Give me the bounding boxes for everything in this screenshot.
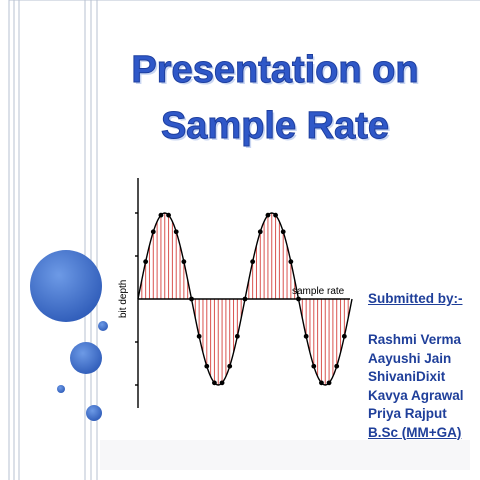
team-member: Kavya Agrawal xyxy=(368,387,464,403)
medium-circle xyxy=(70,342,102,374)
footer-shade xyxy=(100,440,470,470)
edge-circle xyxy=(98,321,108,331)
sample-rate-chart: sample rate bit depth xyxy=(118,178,353,408)
sample-point xyxy=(196,333,202,339)
sample-point xyxy=(311,363,317,369)
sample-point xyxy=(280,229,286,235)
sample-point xyxy=(204,363,210,369)
y-axis-label: bit depth xyxy=(118,280,129,318)
team-member: Priya Rajput xyxy=(368,406,447,421)
sample-point xyxy=(319,380,324,386)
small-circle xyxy=(86,405,102,421)
team-member: ShivaniDixit xyxy=(368,369,446,384)
large-circle xyxy=(30,250,102,322)
sample-point xyxy=(242,296,248,302)
sample-point xyxy=(166,212,171,218)
sample-point xyxy=(296,296,301,302)
submitted-by-heading: Submitted by:- xyxy=(368,291,463,306)
team-member: Rashmi Verma xyxy=(368,332,462,347)
sample-point xyxy=(158,212,164,218)
team-members-list: Rashmi Verma Aayushi Jain ShivaniDixit K… xyxy=(368,331,464,442)
sample-point xyxy=(273,212,278,218)
sample-point xyxy=(150,229,156,235)
sample-point xyxy=(288,259,294,265)
sample-point xyxy=(257,229,263,235)
sample-points xyxy=(143,212,347,386)
x-axis-label: sample rate xyxy=(292,286,345,297)
sample-point xyxy=(250,259,256,265)
sample-point xyxy=(143,259,149,265)
sample-point xyxy=(234,333,240,339)
slide-title-line-2: Sample Rate xyxy=(160,105,390,148)
sample-point xyxy=(219,380,225,386)
sample-point xyxy=(189,296,194,302)
slide-title-line-1: Presentation on xyxy=(131,49,419,92)
sample-point xyxy=(173,229,179,235)
sample-point xyxy=(334,363,340,369)
tiny-circle xyxy=(57,385,65,393)
sample-point xyxy=(181,259,187,265)
team-member: Aayushi Jain xyxy=(368,350,452,366)
sample-point xyxy=(303,333,309,339)
sample-point xyxy=(212,380,217,386)
y-axis-ticks xyxy=(135,212,138,386)
sample-point xyxy=(265,212,271,218)
sample-point xyxy=(326,380,332,386)
sample-point xyxy=(227,363,233,369)
class-label: B.Sc (MM+GA) xyxy=(368,424,462,440)
sample-lines xyxy=(141,213,349,385)
sample-point xyxy=(341,333,347,339)
